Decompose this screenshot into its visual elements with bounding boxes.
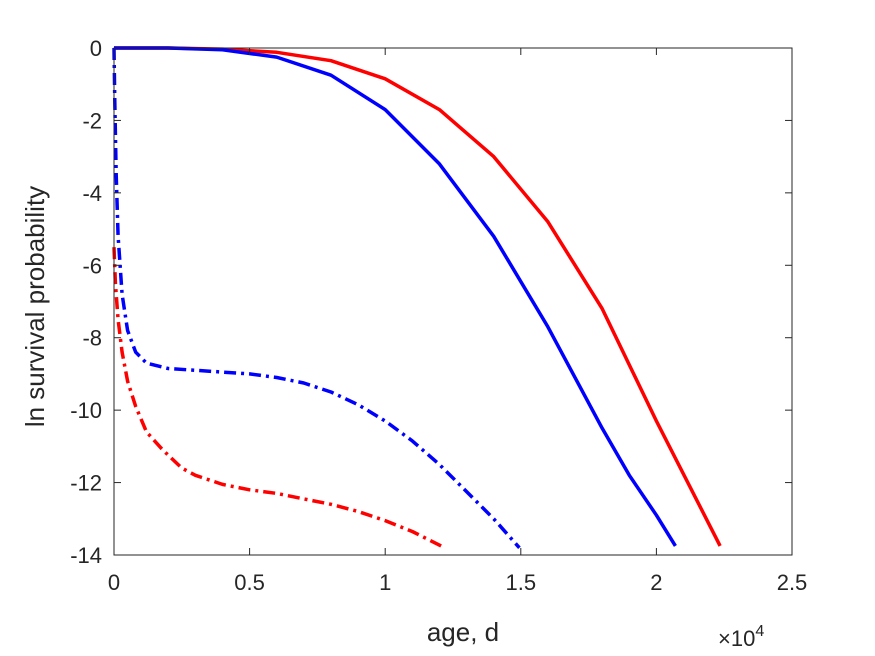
x-tick-label: 2.5 — [777, 570, 808, 595]
series-line-4 — [112, 247, 446, 550]
x-tick-label: 0 — [108, 570, 120, 595]
series-line-1 — [114, 46, 722, 547]
x-axis-exponent-base: ×10 — [718, 626, 755, 651]
x-axis-exponent-power: 4 — [755, 623, 764, 640]
y-tick-label: -4 — [82, 181, 102, 206]
y-tick-label: 0 — [90, 36, 102, 61]
series-line-3 — [112, 47, 521, 549]
ticks-layer: 0 0.5 1 1.5 2 2.5 0 -2 -4 -6 -8 -10 -12 -14 — [70, 36, 807, 595]
x-tick-label: 2 — [650, 570, 662, 595]
y-tick-label: -8 — [82, 326, 102, 351]
plot-area-box — [113, 47, 793, 556]
x-tick-label: 0.5 — [234, 570, 265, 595]
y-tick-label: -14 — [70, 543, 102, 568]
series-layer — [112, 46, 722, 550]
y-tick-label: -2 — [82, 108, 102, 133]
x-tick-label: 1.5 — [506, 570, 537, 595]
y-tick-label: -10 — [70, 398, 102, 423]
x-tick-label: 1 — [379, 570, 391, 595]
x-axis-exponent: ×104 — [718, 623, 764, 651]
y-tick-label: -12 — [70, 471, 102, 496]
series-line-2 — [114, 46, 677, 547]
y-axis-label: ln survival probability — [20, 186, 50, 427]
x-axis-label: age, d — [427, 617, 499, 647]
y-tick-label: -6 — [82, 253, 102, 278]
